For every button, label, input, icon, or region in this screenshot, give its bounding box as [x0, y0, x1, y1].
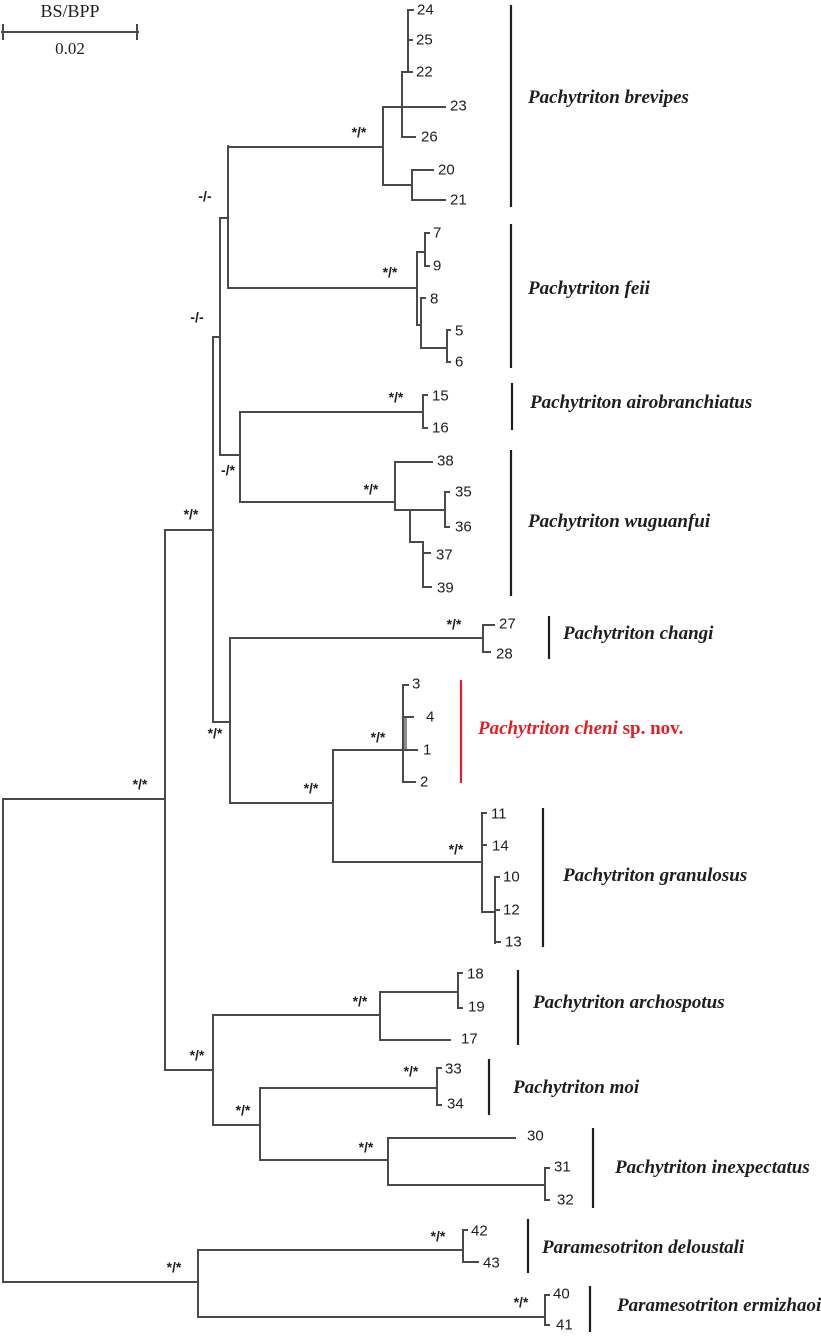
- support-label: */*: [447, 616, 462, 632]
- tip-label-31: 31: [554, 1159, 571, 1176]
- species-name-italic: Pachytriton archospotus: [532, 992, 725, 1013]
- tip-label-21: 21: [450, 192, 467, 209]
- species-name-italic: Pachytriton wuguanfui: [527, 511, 711, 532]
- species-label-3: Pachytriton wuguanfui: [527, 511, 711, 532]
- support-label: */*: [184, 506, 199, 522]
- species-name-italic: Pachytriton feii: [527, 278, 651, 299]
- species-label-7: Pachytriton archospotus: [532, 992, 725, 1013]
- tip-label-22: 22: [416, 64, 433, 81]
- tip-label-37: 37: [436, 547, 453, 564]
- species-name-italic: Pachytriton inexpectatus: [614, 1157, 810, 1178]
- support-label: */*: [449, 841, 464, 857]
- tip-label-35: 35: [455, 484, 472, 501]
- tip-label-14: 14: [492, 838, 509, 855]
- scale-bar-label: BS/BPP: [40, 1, 100, 21]
- support-label: */*: [353, 993, 368, 1009]
- tip-label-9: 9: [433, 258, 441, 275]
- tip-label-7: 7: [433, 225, 441, 242]
- species-label-6: Pachytriton granulosus: [562, 865, 747, 886]
- tip-label-13: 13: [505, 934, 522, 951]
- support-label: */*: [389, 389, 404, 405]
- support-label: */*: [190, 1047, 205, 1063]
- species-label-8: Pachytriton moi: [512, 1077, 640, 1098]
- species-label-5: Pachytriton cheni sp. nov.: [477, 718, 683, 739]
- support-label: */*: [167, 1259, 182, 1275]
- tip-label-5: 5: [455, 323, 463, 340]
- tip-label-41: 41: [556, 1317, 573, 1334]
- support-label: */*: [208, 725, 223, 741]
- species-name-italic: Pachytriton cheni: [477, 718, 619, 739]
- tip-label-36: 36: [455, 519, 472, 536]
- species-label-0: Pachytriton brevipes: [527, 87, 689, 108]
- support-label: */*: [383, 264, 398, 280]
- support-label: */*: [364, 481, 379, 497]
- species-name-italic: Pachytriton changi: [562, 623, 714, 644]
- tip-label-26: 26: [421, 129, 438, 146]
- tip-label-25: 25: [416, 32, 433, 49]
- species-name-italic: Pachytriton brevipes: [527, 87, 689, 108]
- tip-label-2: 2: [420, 774, 428, 791]
- species-name-italic: Paramesotriton ermizhaoi: [616, 1295, 821, 1316]
- species-label-9: Pachytriton inexpectatus: [614, 1157, 810, 1178]
- support-label: -/*: [221, 462, 236, 478]
- tip-label-4: 4: [426, 709, 434, 726]
- species-name-italic: Pachytriton granulosus: [562, 865, 747, 886]
- species-label-4: Pachytriton changi: [562, 623, 714, 644]
- tip-label-19: 19: [468, 999, 485, 1016]
- tip-label-12: 12: [503, 902, 520, 919]
- species-name-italic: Paramesotriton deloustali: [541, 1237, 745, 1258]
- tip-label-28: 28: [496, 646, 513, 663]
- tip-label-39: 39: [437, 580, 454, 597]
- support-label: */*: [304, 780, 319, 796]
- tip-label-40: 40: [553, 1286, 570, 1303]
- tip-label-15: 15: [432, 388, 449, 405]
- tip-label-34: 34: [447, 1096, 464, 1113]
- tip-label-17: 17: [461, 1031, 478, 1048]
- tip-label-24: 24: [417, 2, 434, 19]
- species-name-italic: Pachytriton moi: [512, 1077, 640, 1098]
- support-label: */*: [352, 124, 367, 140]
- tip-label-3: 3: [412, 676, 420, 693]
- support-label: */*: [133, 776, 148, 792]
- tip-label-10: 10: [503, 869, 520, 886]
- species-name-italic: Pachytriton airobranchiatus: [529, 392, 752, 413]
- tip-label-16: 16: [432, 420, 449, 437]
- tip-label-42: 42: [471, 1223, 488, 1240]
- tip-label-8: 8: [430, 291, 438, 308]
- support-label: */*: [371, 729, 386, 745]
- species-label-10: Paramesotriton deloustali: [541, 1237, 745, 1258]
- species-label-1: Pachytriton feii: [527, 278, 651, 299]
- tip-label-1: 1: [423, 742, 431, 759]
- tip-label-33: 33: [445, 1061, 462, 1078]
- tip-label-38: 38: [437, 453, 454, 470]
- species-label-11: Paramesotriton ermizhaoi: [616, 1295, 821, 1316]
- tip-label-18: 18: [467, 966, 484, 983]
- scale-bar-value: 0.02: [55, 39, 85, 58]
- support-label: */*: [359, 1139, 374, 1155]
- tip-label-43: 43: [483, 1255, 500, 1272]
- species-label-2: Pachytriton airobranchiatus: [529, 392, 752, 413]
- species-name-suffix: sp. nov.: [618, 718, 683, 739]
- tip-label-32: 32: [557, 1192, 574, 1209]
- support-label: -/-: [198, 188, 212, 204]
- tip-label-6: 6: [455, 354, 463, 371]
- tip-label-20: 20: [438, 162, 455, 179]
- support-label: */*: [431, 1228, 446, 1244]
- support-label: -/-: [190, 309, 204, 325]
- support-label: */*: [236, 1102, 251, 1118]
- support-label: */*: [404, 1063, 419, 1079]
- support-label: */*: [514, 1294, 529, 1310]
- tip-label-11: 11: [491, 806, 507, 823]
- tip-label-27: 27: [499, 616, 516, 633]
- tip-label-30: 30: [527, 1128, 544, 1145]
- tip-label-23: 23: [450, 98, 467, 115]
